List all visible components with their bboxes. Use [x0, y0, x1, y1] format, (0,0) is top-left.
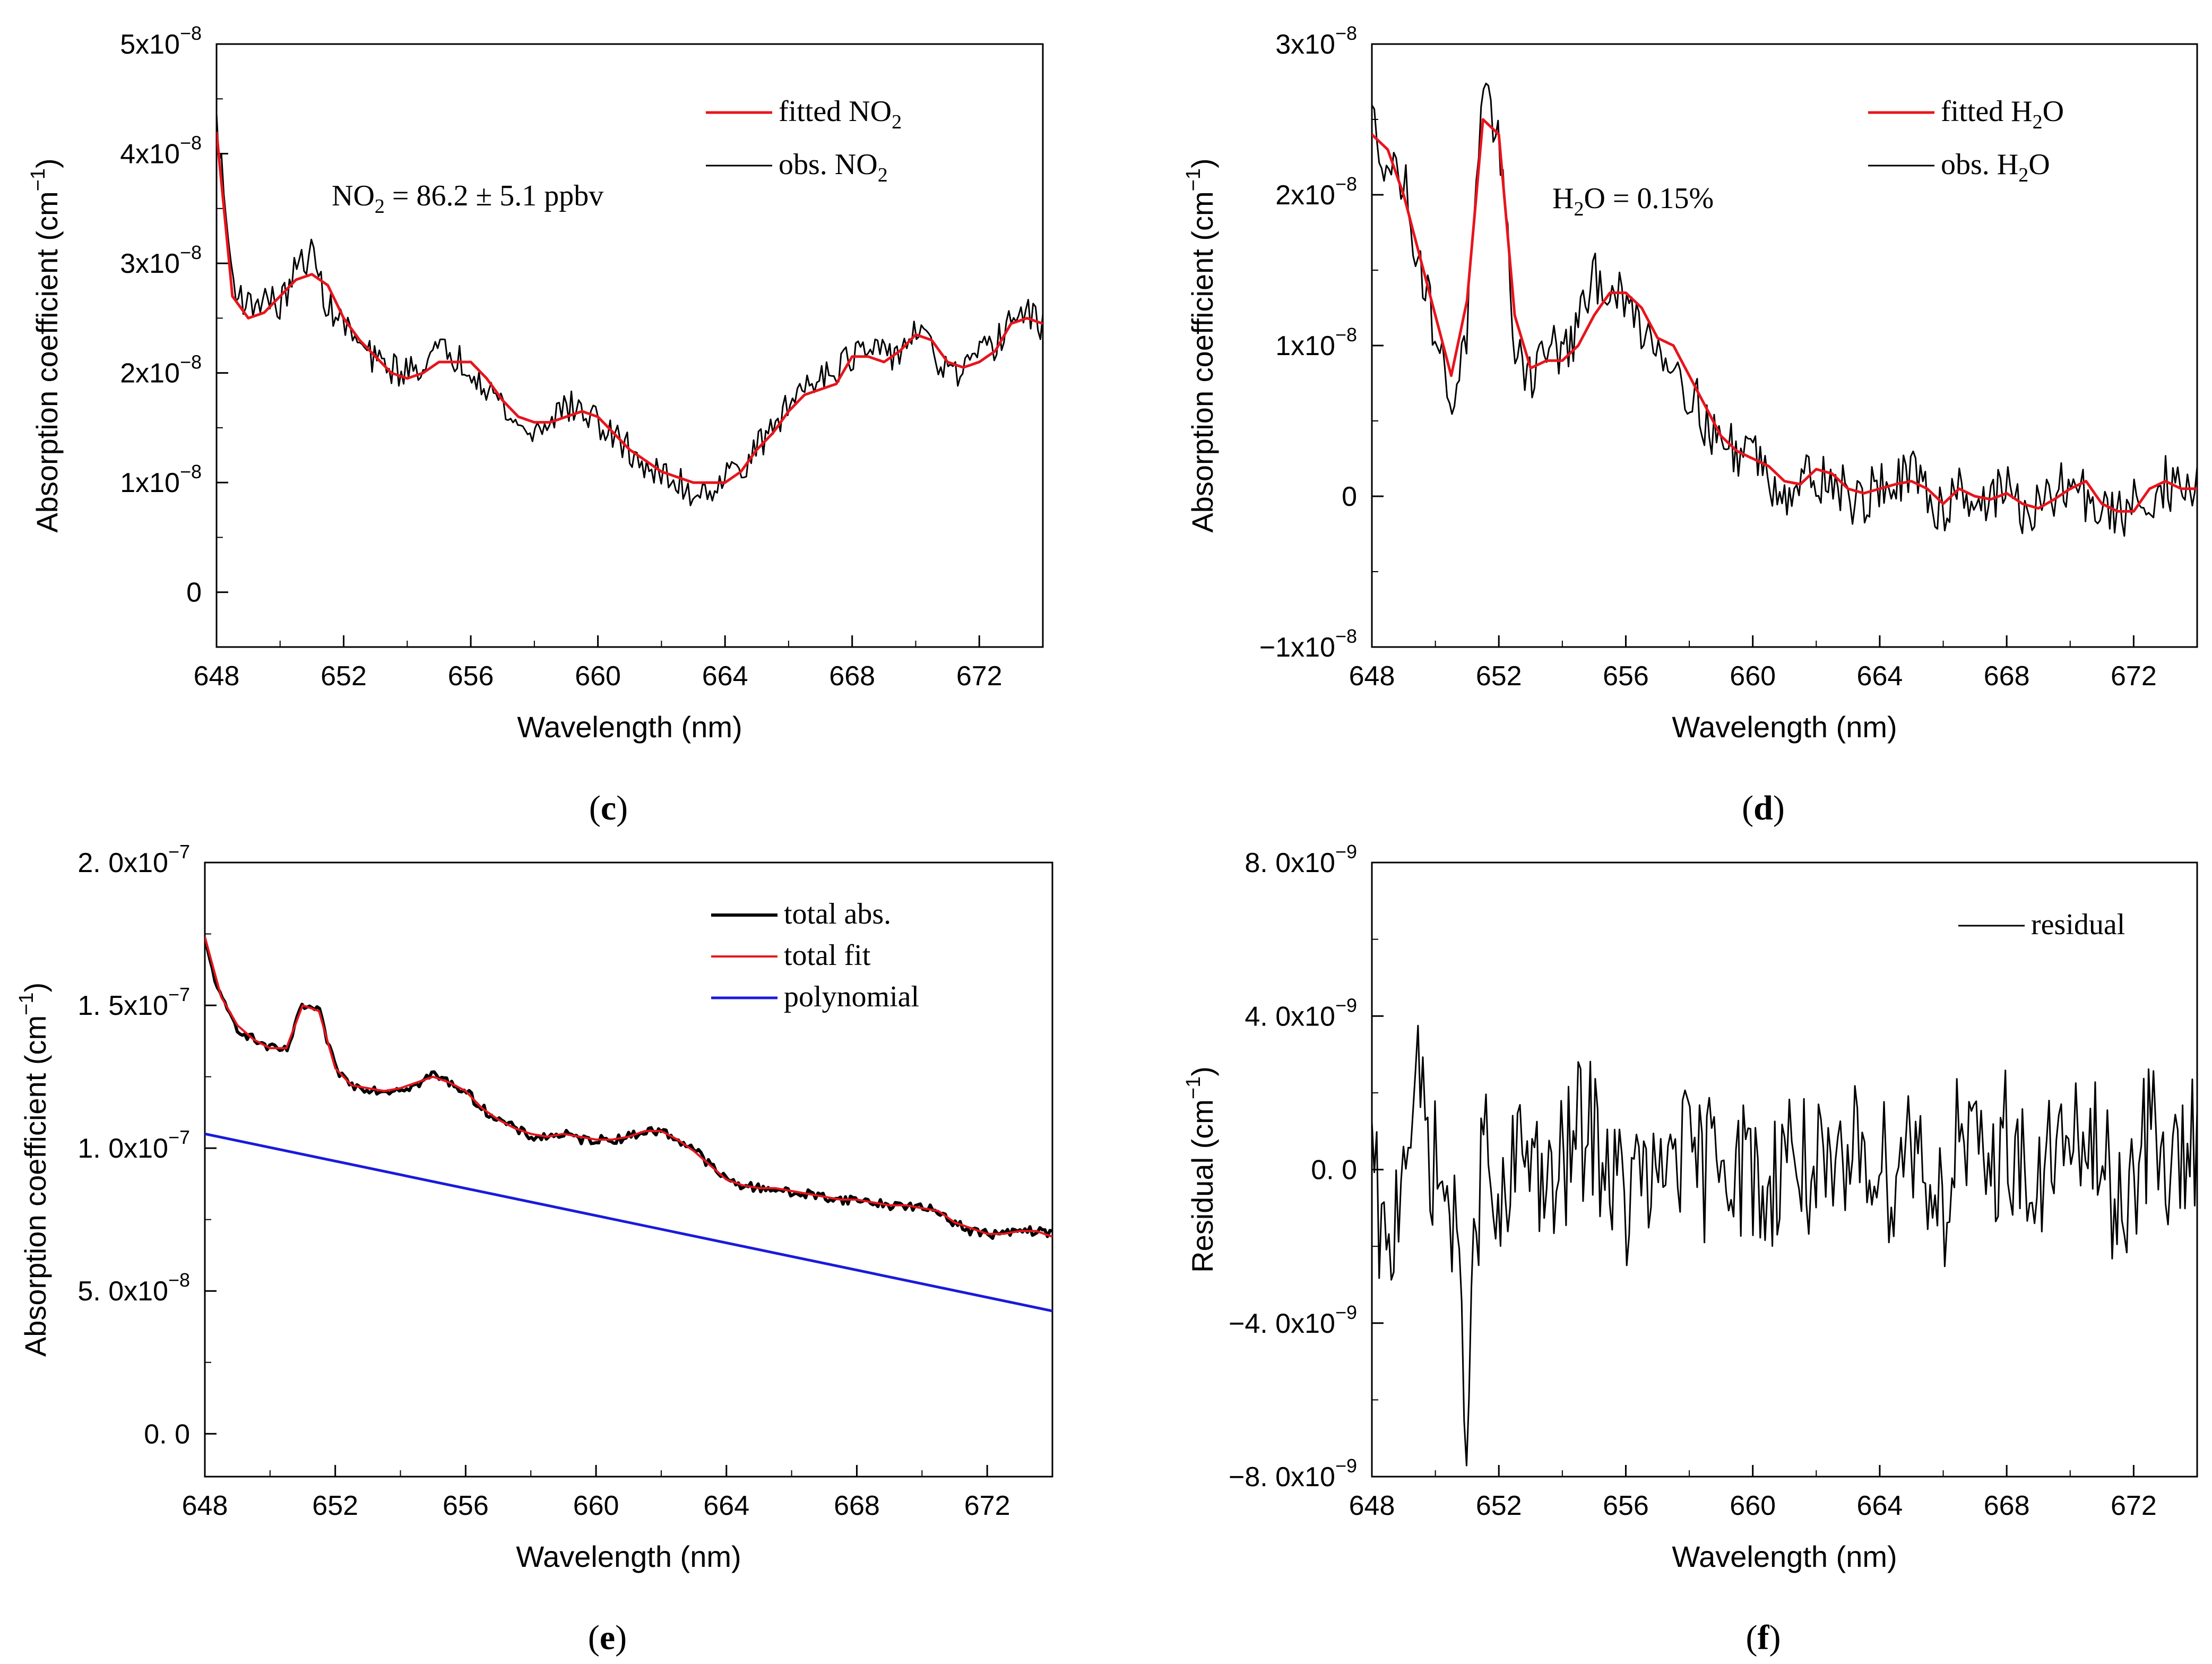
x-tick-label: 672	[964, 1490, 1010, 1521]
x-tick-label: 656	[448, 661, 494, 692]
plot-area	[217, 113, 1043, 506]
fit-result-annotation: NO2 = 86.2 ± 5.1 ppbv	[332, 179, 603, 218]
y-tick-label: 0. 0	[1311, 1155, 1357, 1186]
y-tick-label: 4. 0x10−9	[1245, 994, 1357, 1032]
panel-label: (e)	[588, 1618, 627, 1657]
panel-label: (c)	[589, 789, 628, 827]
y-tick-label: −8. 0x10−9	[1229, 1455, 1357, 1493]
y-tick-label: 5x10−8	[120, 22, 202, 60]
x-tick-label: 672	[2111, 661, 2157, 692]
legend-entry: total fit	[784, 939, 871, 972]
x-axis-title: Wavelength (nm)	[1672, 710, 1897, 744]
y-tick-label: 1. 0x10−7	[77, 1126, 190, 1164]
series-line-residual	[1372, 1024, 2197, 1467]
plot-area	[205, 936, 1052, 1313]
x-tick-label: 668	[1984, 661, 2030, 692]
y-axis-title: Absorption coefficient (cm−1)	[27, 158, 64, 532]
y-tick-label: −1x10−8	[1259, 625, 1357, 663]
legend: total abs. total fit polynomial	[711, 898, 919, 1013]
plot-area	[1372, 1024, 2197, 1467]
x-axis-title: Wavelength (nm)	[516, 1540, 741, 1573]
x-tick-label: 664	[703, 1490, 749, 1521]
y-tick-label: 5. 0x10−8	[77, 1269, 190, 1307]
y-tick-label: 0	[186, 577, 202, 608]
x-tick-label: 648	[182, 1490, 228, 1521]
plot-frame	[204, 861, 1053, 1478]
y-tick-label: 3x10−8	[120, 242, 202, 279]
x-axis-title: Wavelength (nm)	[1672, 1540, 1897, 1573]
y-axis-title: Absorption coefficient (cm−1)	[1182, 158, 1219, 532]
x-tick-label: 672	[956, 661, 1003, 692]
series-line-fitted-no2	[217, 131, 1043, 484]
x-tick-label: 648	[194, 661, 240, 692]
x-tick-label: 664	[1857, 1490, 1903, 1521]
legend-entry: total abs.	[784, 898, 891, 930]
x-tick-label: 656	[1603, 1490, 1649, 1521]
y-tick-label: 2x10−8	[120, 351, 202, 389]
y-tick-label: 0	[1342, 481, 1357, 512]
x-tick-label: 664	[1857, 661, 1903, 692]
series-line-obs-no2	[217, 113, 1043, 506]
plot-frame	[215, 43, 1044, 648]
x-tick-label: 652	[1476, 1490, 1522, 1521]
y-tick-label: 1x10−8	[120, 461, 202, 498]
legend: fitted NO2 obs. NO2	[706, 95, 902, 186]
x-tick-label: 648	[1349, 1490, 1395, 1521]
legend-entry: obs. H2O	[1941, 148, 2050, 186]
x-tick-label: 668	[834, 1490, 880, 1521]
chart-panel-e: 648 652 656 660 664 668 672 0. 0 5. 0x10−8 1. 0x1…	[15, 841, 1053, 1657]
x-tick-label: 652	[1476, 661, 1522, 692]
y-tick-label: 0. 0	[144, 1419, 190, 1450]
series-line-polynomial	[205, 1132, 1052, 1313]
series-line-total-fit	[205, 936, 1052, 1238]
x-tick-label: 648	[1349, 661, 1395, 692]
legend: residual	[1958, 908, 2125, 941]
x-tick-label: 660	[1730, 661, 1776, 692]
chart-panel-d: 648 652 656 660 664 668 672 −1x10−8 0 1x10−8 2x10−…	[1182, 22, 2198, 827]
legend: fitted H2O obs. H2O	[1868, 95, 2064, 186]
x-tick-label: 656	[1603, 661, 1649, 692]
y-tick-label: 4x10−8	[120, 132, 202, 170]
x-tick-label: 668	[829, 661, 875, 692]
x-tick-label: 652	[321, 661, 367, 692]
panel-label: (f)	[1746, 1618, 1781, 1657]
plot-area	[1372, 82, 2197, 537]
legend-entry: residual	[2031, 908, 2125, 941]
x-tick-label: 660	[1730, 1490, 1776, 1521]
chart-panel-c: 648 652 656 660 664 668 672 0 1x10−8 2x10−8 3x10−8…	[27, 22, 1044, 827]
y-tick-label: −4. 0x10−9	[1229, 1301, 1357, 1339]
panel-label: (d)	[1742, 789, 1785, 827]
x-tick-label: 652	[312, 1490, 358, 1521]
legend-entry: fitted NO2	[779, 95, 902, 133]
fit-result-annotation: H2O = 0.15%	[1552, 182, 1714, 220]
x-tick-label: 672	[2111, 1490, 2157, 1521]
y-axis-title: Absorption coefficient (cm−1)	[15, 982, 52, 1357]
x-tick-label: 656	[443, 1490, 489, 1521]
legend-entry: fitted H2O	[1941, 95, 2064, 133]
legend-entry: polynomial	[784, 980, 919, 1013]
y-tick-label: 1. 5x10−7	[77, 984, 190, 1021]
x-tick-label: 664	[702, 661, 748, 692]
x-tick-label: 660	[575, 661, 621, 692]
y-tick-label: 8. 0x10−9	[1245, 841, 1357, 878]
series-line-fitted-h2o	[1372, 118, 2197, 513]
y-tick-label: 2x10−8	[1275, 173, 1357, 211]
chart-panel-f: 648 652 656 660 664 668 672 −8. 0x10−9 −4. 0x10−…	[1182, 841, 2198, 1657]
y-tick-label: 2. 0x10−7	[77, 841, 190, 878]
legend-entry: obs. NO2	[779, 148, 888, 186]
y-tick-label: 1x10−8	[1275, 324, 1357, 361]
y-axis-title: Residual (cm−1)	[1182, 1066, 1219, 1273]
x-tick-label: 668	[1984, 1490, 2030, 1521]
x-tick-label: 660	[573, 1490, 619, 1521]
x-axis-title: Wavelength (nm)	[517, 710, 742, 744]
y-tick-label: 3x10−8	[1275, 22, 1357, 60]
